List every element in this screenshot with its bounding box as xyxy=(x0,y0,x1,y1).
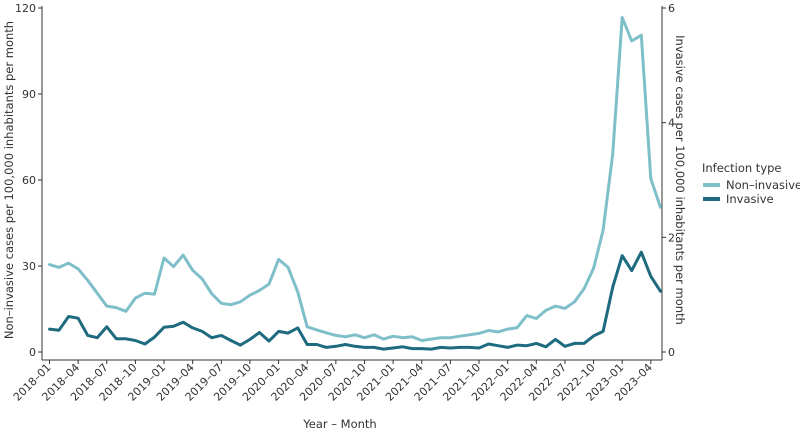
y-right-tick-label: 6 xyxy=(668,2,675,15)
y-axis-right-title: Invasive cases per 100,000 inhabitants p… xyxy=(673,35,687,325)
y-left-tick-label: 60 xyxy=(22,174,36,187)
y-left-tick-label: 30 xyxy=(22,260,36,273)
series-lines xyxy=(48,16,662,351)
legend-label-non-invasive: Non–invasive xyxy=(726,178,800,192)
y-left-tick-label: 90 xyxy=(22,88,36,101)
y-right-tick-label: 2 xyxy=(668,231,675,244)
y-right-tick-label: 0 xyxy=(668,346,675,359)
y-left-tick-label: 0 xyxy=(29,346,36,359)
legend: Infection type Non–invasive Invasive xyxy=(702,161,800,206)
x-axis-title: Year – Month xyxy=(302,417,376,431)
y-left-tick-label: 120 xyxy=(15,2,36,15)
legend-label-invasive: Invasive xyxy=(726,192,774,206)
legend-title: Infection type xyxy=(702,161,782,175)
series-line-invasive xyxy=(48,250,662,351)
y-right-tick-label: 4 xyxy=(668,117,675,130)
y-axis-left-title: Non–invasive cases per 100,000 inhabitan… xyxy=(2,21,16,339)
series-line-non-invasive xyxy=(48,16,662,342)
